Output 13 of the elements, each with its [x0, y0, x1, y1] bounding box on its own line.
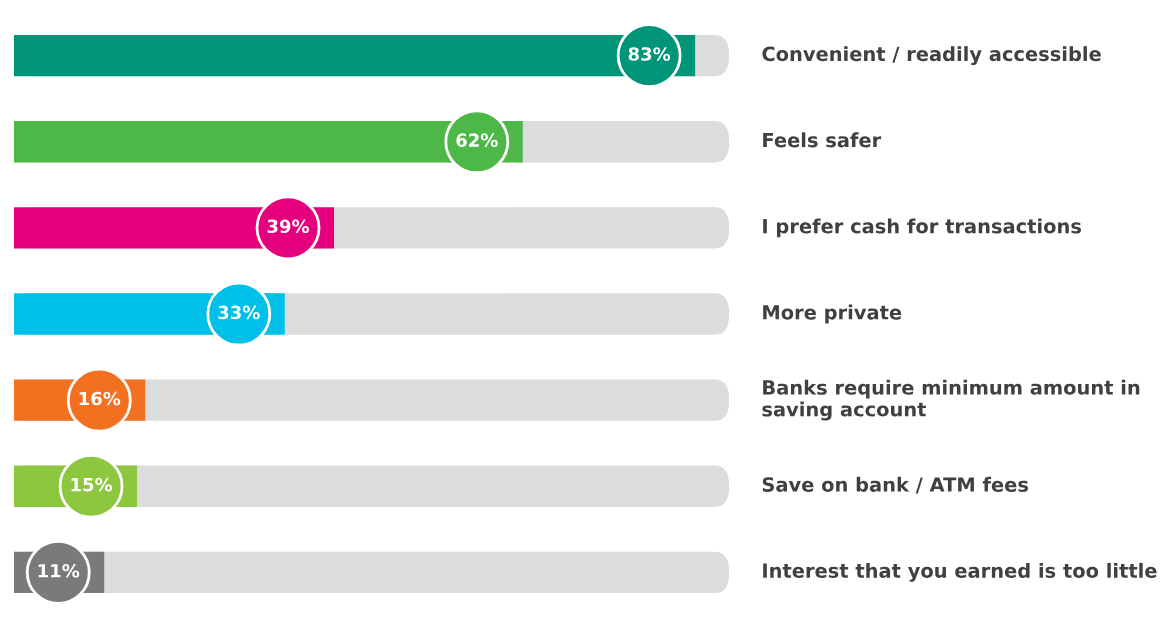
data-label: 16%: [79, 391, 121, 406]
y-tick-label: Feels safer: [763, 132, 882, 148]
y-tick-label: Save on bank / ATM fees: [762, 476, 1028, 494]
data-label: 83%: [628, 47, 671, 61]
y-tick-label: More private: [763, 304, 902, 324]
y-tick-label: Interest that you earned is too little: [763, 562, 1157, 582]
y-tick-label: Banks require minimum amount in saving account: [762, 379, 1140, 421]
y-tick-label: Convenient / readily accessible: [762, 46, 1101, 66]
data-label: 39%: [267, 219, 310, 234]
y-tick-label: I prefer cash for transactions: [763, 218, 1081, 238]
data-label: 15%: [71, 477, 113, 492]
data-label: 62%: [456, 133, 498, 147]
data-label: 33%: [218, 305, 260, 320]
